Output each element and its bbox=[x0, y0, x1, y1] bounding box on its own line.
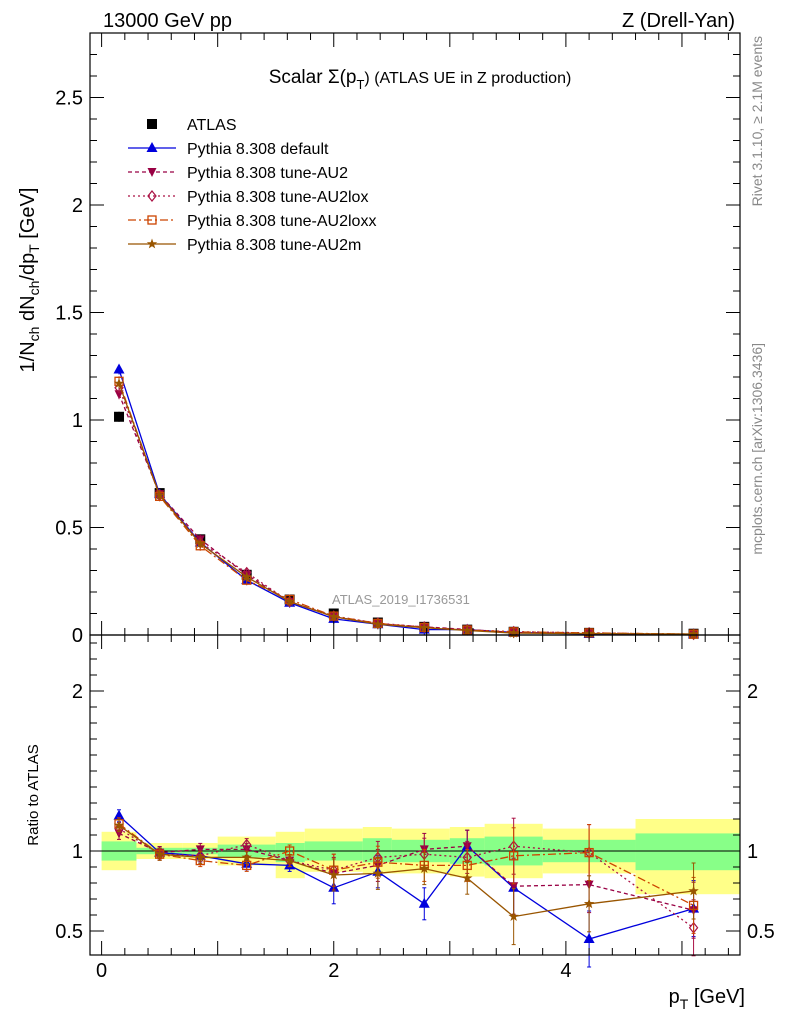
ratio-point bbox=[195, 851, 206, 862]
ratio-point bbox=[284, 855, 295, 865]
legend-marker bbox=[147, 190, 157, 202]
title-tail: ) (ATLAS UE in Z production) bbox=[364, 70, 571, 87]
legend-label: Pythia 8.308 tune-AU2loxx bbox=[187, 213, 376, 230]
ratio-point bbox=[113, 809, 125, 820]
ratio-y-tick-label: 1 bbox=[72, 841, 83, 863]
legend-marker bbox=[147, 119, 157, 129]
ratio-point bbox=[372, 867, 384, 878]
mc-point bbox=[372, 618, 384, 629]
ratio-point bbox=[328, 869, 339, 880]
ratio-point bbox=[509, 882, 519, 892]
mc-point bbox=[508, 627, 519, 638]
ratio-point bbox=[583, 933, 595, 943]
band-green bbox=[635, 833, 740, 871]
mc-point bbox=[113, 377, 125, 388]
x-axis-label: pT [GeV] bbox=[669, 986, 745, 1012]
ylabel-part: dN bbox=[17, 295, 39, 326]
ratio-y-tick-label-right: 0.5 bbox=[747, 921, 775, 943]
ratio-point bbox=[462, 872, 473, 883]
y-tick-label: 0 bbox=[72, 625, 83, 647]
x-tick-label: 2 bbox=[328, 960, 339, 982]
legend-label: Pythia 8.308 tune-AU2 bbox=[187, 165, 348, 182]
chart-title: Scalar Σ(pT) (ATLAS UE in Z production) bbox=[269, 67, 572, 92]
y-tick-label: 0.5 bbox=[55, 518, 83, 540]
text-layer: 13000 GeV pp Z (Drell-Yan) Scalar Σ(pT) … bbox=[17, 10, 765, 1012]
watermark: ATLAS_2019_I1736531 bbox=[332, 592, 470, 607]
ratio-point bbox=[113, 819, 125, 830]
ylabel-part: /dp bbox=[17, 253, 39, 281]
x-tick-label: 4 bbox=[560, 960, 571, 982]
band-green bbox=[275, 843, 305, 863]
ratio-point bbox=[154, 848, 165, 859]
header-right: Z (Drell-Yan) bbox=[622, 10, 735, 32]
y-tick-label: 2.5 bbox=[55, 88, 83, 110]
ratio-point bbox=[508, 911, 519, 921]
mc-point bbox=[462, 625, 473, 635]
mc-point bbox=[113, 363, 125, 374]
legend-marker bbox=[146, 142, 158, 152]
legend: ATLAS Pythia 8.308 default Pythia 8.308 tu… bbox=[128, 117, 376, 254]
header-left: 13000 GeV pp bbox=[103, 10, 232, 32]
ratio-y-tick-label-right: 2 bbox=[747, 681, 758, 703]
legend-label: Pythia 8.308 tune-AU2m bbox=[187, 237, 361, 254]
ratio-point bbox=[583, 898, 595, 909]
mc-point bbox=[284, 596, 295, 607]
y-tick-label: 2 bbox=[72, 195, 83, 217]
mc-point bbox=[195, 538, 206, 549]
ylabel-sub: ch bbox=[26, 327, 42, 342]
side-label-mcplots: mcplots.cern.ch [arXiv:1306.3436] bbox=[749, 343, 765, 555]
mc-point bbox=[688, 628, 699, 639]
legend-marker bbox=[147, 168, 157, 177]
ratio-y-tick-label-right: 1 bbox=[747, 841, 758, 863]
ratio-point bbox=[584, 847, 594, 858]
ratio-point bbox=[509, 851, 519, 861]
ratio-y-axis-label: Ratio to ATLAS bbox=[25, 744, 42, 845]
legend-marker bbox=[147, 215, 157, 225]
x-tick-label: 0 bbox=[96, 960, 107, 982]
ratio-point bbox=[418, 897, 430, 908]
ratio-y-tick-label: 2 bbox=[72, 681, 83, 703]
series-line-4 bbox=[118, 381, 694, 635]
ratio-line-3 bbox=[118, 823, 694, 906]
ylabel-sub: T bbox=[26, 244, 42, 253]
y-axis-label: 1/Nch dNch/dpT [GeV] bbox=[17, 188, 42, 373]
mc-point bbox=[154, 489, 165, 500]
data-point bbox=[114, 411, 125, 422]
ylabel-sub: ch bbox=[26, 281, 42, 296]
axis-ticks: 0 0.5 1 1.5 2 2.5 0 2 4 0.5 0.5 1 1 2 2 bbox=[55, 32, 775, 982]
legend-label: ATLAS bbox=[187, 117, 237, 134]
legend-marker bbox=[146, 238, 158, 249]
ratio-frame bbox=[89, 634, 741, 956]
mc-point bbox=[419, 622, 430, 633]
y-tick-label: 1 bbox=[72, 410, 83, 432]
ratio-line-1 bbox=[118, 832, 694, 911]
ratio-point bbox=[419, 863, 430, 873]
ylabel-part: 1/N bbox=[17, 341, 39, 372]
title-main: Scalar Σ(p bbox=[269, 67, 357, 88]
mc-point bbox=[241, 571, 252, 582]
series-layer bbox=[113, 363, 700, 968]
title-sub: T bbox=[356, 77, 364, 92]
ratio-point bbox=[241, 838, 252, 851]
mc-point bbox=[328, 611, 339, 622]
xlabel-part: [GeV] bbox=[688, 986, 745, 1008]
side-label-rivet: Rivet 3.1.10, ≥ 2.1M events bbox=[749, 36, 765, 206]
xlabel-sub: T bbox=[680, 996, 689, 1012]
ylabel-part: [GeV] bbox=[17, 188, 39, 245]
legend-label: Pythia 8.308 default bbox=[187, 141, 329, 158]
ratio-line-2 bbox=[118, 828, 694, 929]
series-line-5 bbox=[118, 383, 694, 635]
ratio-point bbox=[241, 851, 252, 862]
ratio-line-4 bbox=[118, 824, 694, 918]
y-tick-label: 1.5 bbox=[55, 303, 83, 325]
ratio-point bbox=[688, 885, 699, 896]
ratio-y-tick-label: 0.5 bbox=[55, 921, 83, 943]
xlabel-part: p bbox=[669, 986, 680, 1008]
legend-label: Pythia 8.308 tune-AU2lox bbox=[187, 189, 368, 206]
